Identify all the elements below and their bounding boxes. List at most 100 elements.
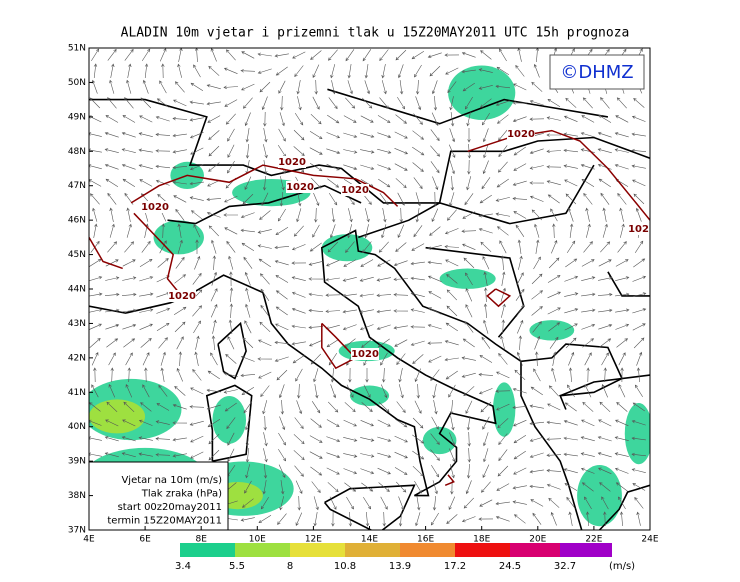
lon-label: 10E (249, 535, 266, 545)
coastline (358, 164, 595, 239)
isobar-label-bg (286, 181, 314, 193)
coastline (559, 374, 650, 397)
lon-label: 8E (195, 535, 207, 545)
lat-label: 48N (68, 147, 86, 157)
lon-label: 24E (641, 535, 658, 545)
color-swatch (235, 543, 290, 557)
coastline (167, 184, 362, 225)
wind-area (529, 320, 575, 341)
info-line: Vjetar na 10m (m/s) (121, 475, 222, 486)
isobar-label: 1020 (507, 129, 535, 140)
map-title: ALADIN 10m vjetar i prizemni tlak u 15Z2… (121, 26, 630, 41)
color-swatch (400, 543, 455, 557)
lat-label: 37N (68, 526, 86, 536)
lon-label: 12E (305, 535, 322, 545)
isobar (321, 322, 357, 370)
isobar-label: 1020 (278, 157, 306, 168)
color-swatch (455, 543, 510, 557)
coastline (598, 484, 650, 530)
wind-area (89, 399, 146, 434)
lat-label: 40N (68, 422, 86, 432)
lon-label: 20E (529, 535, 546, 545)
logo: ©DHMZ (560, 62, 633, 83)
isobar-label: 1020 (351, 349, 379, 360)
colorbar-label: 8 (287, 561, 293, 572)
coastline (607, 271, 650, 297)
isobar-label-bg (341, 184, 369, 196)
coastline (520, 343, 624, 410)
wind-area (321, 234, 373, 262)
wind-area (153, 220, 204, 255)
coastline (89, 229, 583, 530)
lat-label: 43N (68, 319, 86, 329)
lat-label: 46N (68, 216, 86, 226)
color-swatch (290, 543, 345, 557)
isobar-label-bg (168, 290, 196, 302)
isobar (89, 237, 123, 270)
coastline (425, 246, 525, 338)
lat-label: 51N (68, 44, 86, 54)
isobar (444, 474, 455, 486)
color-swatch (345, 543, 400, 557)
colorbar-label: 32.7 (554, 561, 576, 572)
isobar-label-bg (507, 128, 535, 140)
isobar-label: 1020 (286, 182, 314, 193)
wind-area (448, 65, 516, 120)
isobar-label: 1020 (141, 202, 169, 213)
coastline (323, 484, 416, 530)
isobar (486, 288, 512, 308)
coastline (205, 384, 253, 462)
lat-label: 41N (68, 388, 86, 398)
isobar-label-bg (278, 156, 306, 168)
logo-box (549, 54, 645, 90)
info-line: termin 15Z20MAY2011 (107, 516, 222, 527)
isobar-label: 1020 (168, 291, 196, 302)
info-line: start 00z20may2011 (118, 502, 222, 513)
lat-label: 44N (68, 285, 86, 295)
wind-arrows (89, 48, 647, 527)
colorbar-unit: (m/s) (609, 561, 635, 572)
isobar-label-bg (351, 348, 379, 360)
colorbar-label: 24.5 (499, 561, 521, 572)
colorbar (180, 543, 612, 557)
wind-area (422, 426, 457, 455)
colorbar-label: 3.4 (175, 561, 191, 572)
wind-area (577, 464, 622, 527)
lon-label: 18E (473, 535, 490, 545)
lon-label: 6E (139, 535, 151, 545)
lat-label: 47N (68, 181, 86, 191)
lat-label: 38N (68, 491, 86, 501)
lon-label: 16E (417, 535, 434, 545)
wind-area (624, 403, 650, 465)
color-swatch (560, 543, 612, 557)
lon-label: 14E (361, 535, 378, 545)
wind-area (212, 396, 247, 444)
isobar-label: 1020 (628, 224, 656, 235)
lat-label: 49N (68, 112, 86, 122)
colorbar-label: 10.8 (334, 561, 356, 572)
wind-area (439, 268, 496, 289)
colorbar-label: 17.2 (444, 561, 466, 572)
coastline (327, 88, 609, 125)
info-line: Tlak zraka (hPa) (141, 489, 222, 500)
isobar (133, 212, 180, 293)
lat-label: 45N (68, 250, 86, 260)
color-swatch (180, 543, 235, 557)
lat-label: 39N (68, 457, 86, 467)
lon-label: 22E (585, 535, 602, 545)
colorbar-label: 5.5 (229, 561, 245, 572)
info-box (88, 461, 229, 531)
lat-label: 50N (68, 78, 86, 88)
isobar (130, 164, 399, 207)
isobar-label: 1020 (341, 185, 369, 196)
color-swatch (510, 543, 560, 557)
isobar-label-bg (628, 223, 650, 235)
coastline (217, 321, 247, 380)
lat-label: 42N (68, 353, 86, 363)
wind-area (492, 382, 516, 437)
lon-label: 4E (83, 535, 95, 545)
colorbar-label: 13.9 (389, 561, 411, 572)
